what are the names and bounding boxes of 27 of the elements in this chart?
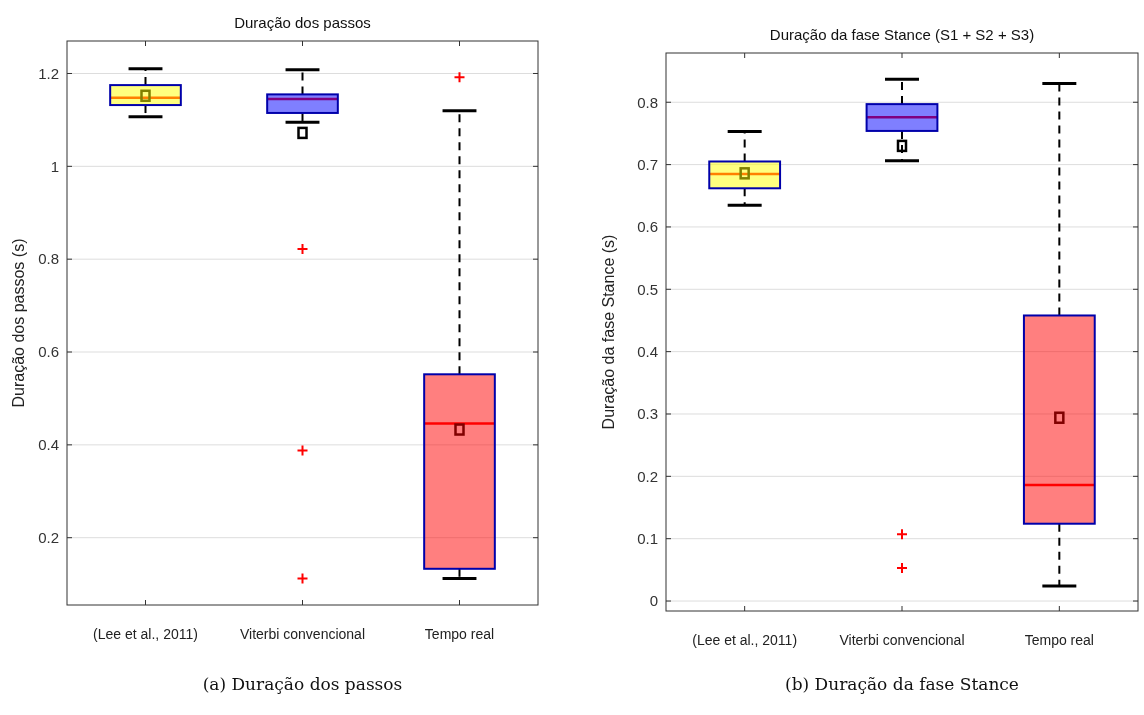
y-tick-label: 1.2 [38, 64, 59, 82]
y-tick-label: 0.1 [637, 529, 658, 547]
x-tick-label: Tempo real [424, 626, 495, 642]
y-tick-label: 0.8 [637, 93, 658, 111]
y-tick-label: 0.6 [38, 343, 59, 361]
y-tick-label: 0.4 [637, 342, 658, 360]
y-axis-title: Duração da fase Stance (s) [600, 234, 617, 430]
x-tick-label: Viterbi convencional [239, 626, 366, 642]
y-tick-label: 0.8 [38, 250, 59, 268]
text: (a) Duração dos passos [202, 674, 403, 694]
x-tick-label: (Lee et al., 2011) [93, 626, 198, 642]
y-tick-label: 0.4 [38, 436, 59, 454]
chart-title: Duração dos passos [234, 14, 371, 31]
x-tick-label: (Lee et al., 2011) [692, 632, 798, 648]
x-tick-label: Tempo real [1024, 632, 1094, 648]
y-tick-label: 0.2 [637, 467, 658, 485]
chart-title: Duração da fase Stance (S1 + S2 + S3) [769, 26, 1035, 43]
x-tick-label: Viterbi convencional [839, 632, 965, 648]
y-tick-label: 0.5 [637, 280, 658, 298]
y-tick-label: 0 [649, 592, 658, 610]
y-tick-label: 0.2 [38, 528, 59, 546]
y-tick-label: 0.7 [637, 155, 658, 173]
y-axis-title: Duração dos passos (s) [10, 238, 27, 408]
text: (b) Duração da fase Stance [785, 674, 1019, 694]
y-tick-label: 0.6 [637, 218, 658, 236]
y-tick-label: 0.3 [637, 405, 658, 423]
y-tick-label: 1 [50, 157, 59, 175]
